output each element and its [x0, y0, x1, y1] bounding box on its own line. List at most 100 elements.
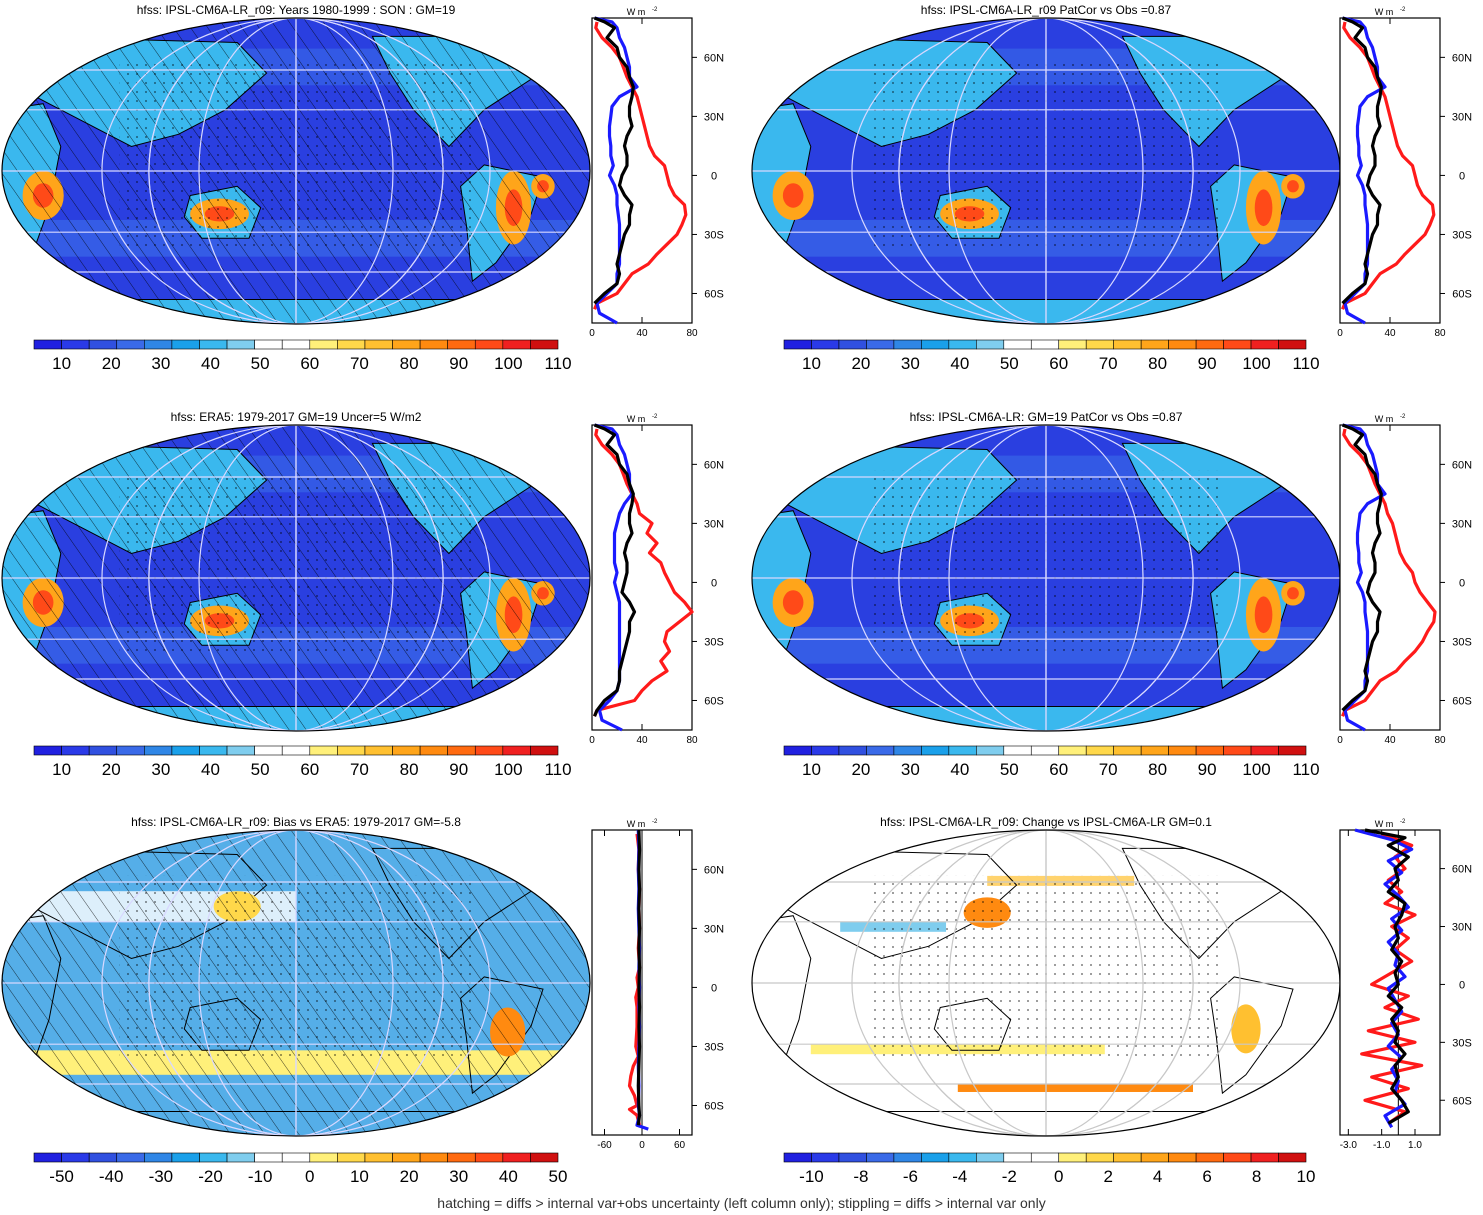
map-title: hfss: IPSL-CM6A-LR_r09: Years 1980-1999 … [137, 3, 456, 17]
colorbar-tick-label: 100 [1242, 760, 1270, 779]
colorbar-tick-label: 10 [350, 1167, 369, 1186]
colorbar-tick-label: -10 [799, 1167, 824, 1186]
profile-x-tick-label: 40 [1384, 328, 1396, 339]
profile-x-tick-label: 80 [686, 328, 698, 339]
colorbar-swatch [281, 745, 311, 756]
profile-y-tick-label: 30N [1452, 518, 1472, 530]
colorbar-tick-label: 90 [449, 354, 468, 373]
colorbar-tick-label: 0 [305, 1167, 314, 1186]
colorbar-swatch [1278, 339, 1307, 350]
colorbar-swatch [1168, 1152, 1197, 1163]
colorbar-swatch [309, 1152, 338, 1163]
panel-3: hfss: ERA5: 1979-2017 GM=19 Uncer=5 W/m2… [1, 410, 724, 779]
profile-line-black [1364, 828, 1410, 1125]
colorbar-tick-label: 10 [52, 760, 71, 779]
colorbar-tick-label: 40 [201, 760, 220, 779]
colorbar-tick-label: -10 [248, 1167, 273, 1186]
colorbar-tick-label: 70 [1099, 760, 1118, 779]
profile-y-tick-label: 60N [704, 864, 724, 876]
colorbar-swatch [811, 1152, 840, 1163]
colorbar-swatch [1113, 339, 1142, 350]
colorbar-tick-label: 50 [251, 760, 270, 779]
profile-unit-superscript: -2 [652, 819, 658, 825]
profile-unit-superscript: -2 [1400, 7, 1406, 13]
profile-frame [1339, 17, 1441, 324]
profile-x-tick-label: 0 [589, 328, 595, 339]
panel-5: hfss: IPSL-CM6A-LR_r09: Bias vs ERA5: 19… [1, 815, 724, 1186]
profile-x-tick-label: 80 [1434, 328, 1446, 339]
profile-unit: W m [1375, 414, 1394, 424]
profile-line-red [1341, 21, 1436, 310]
colorbar-swatch [309, 745, 338, 756]
colorbar-swatch [1250, 339, 1279, 350]
profile-unit: W m [627, 414, 646, 424]
colorbar-swatch [226, 1152, 255, 1163]
colorbar-swatch [33, 745, 62, 756]
profile-y-tick-label: 0 [711, 982, 717, 994]
profile-unit: W m [627, 819, 646, 829]
colorbar-swatch [866, 339, 895, 350]
profile-frame [1339, 829, 1441, 1136]
colorbar-tick-label: 70 [350, 354, 369, 373]
profile-line-red [593, 21, 688, 310]
profile-unit-superscript: -2 [652, 7, 658, 13]
map-title: hfss: IPSL-CM6A-LR: GM=19 PatCor vs Obs … [910, 410, 1183, 424]
colorbar-swatch [1250, 1152, 1279, 1163]
profile-line-red [593, 428, 694, 717]
colorbar-swatch [419, 339, 448, 350]
panel-6: hfss: IPSL-CM6A-LR_r09: Change vs IPSL-C… [751, 815, 1472, 1186]
profile-unit-superscript: -2 [1400, 819, 1406, 825]
map-field [752, 830, 1340, 1136]
profile-unit-superscript: -2 [1400, 414, 1406, 420]
colorbar-swatch [364, 745, 393, 756]
colorbar-swatch [893, 745, 922, 756]
colorbar-swatch [783, 1152, 812, 1163]
colorbar-tick-label: 8 [1252, 1167, 1261, 1186]
colorbar-swatch [419, 745, 448, 756]
colorbar-swatch [921, 339, 950, 350]
colorbar-swatch [948, 745, 977, 756]
colorbar-tick-label: 70 [1099, 354, 1118, 373]
panel-1: hfss: IPSL-CM6A-LR_r09: Years 1980-1999 … [1, 3, 724, 373]
colorbar-swatch [474, 745, 504, 756]
colorbar-swatch [838, 1152, 867, 1163]
colorbar-swatch [783, 339, 812, 350]
profile-y-tick-label: 30S [1452, 229, 1472, 241]
map-field [752, 18, 1340, 324]
colorbar-swatch [811, 339, 840, 350]
colorbar-swatch [893, 339, 922, 350]
colorbar-swatch [392, 339, 421, 350]
colorbar-tick-label: 30 [901, 760, 920, 779]
profile-y-tick-label: 0 [711, 577, 717, 589]
profile-y-tick-label: 30S [704, 229, 724, 241]
colorbar-swatch [1030, 745, 1060, 756]
profile-x-tick-label: -60 [597, 1140, 612, 1151]
colorbar-swatch [337, 1152, 366, 1163]
colorbar-swatch [1085, 339, 1114, 350]
colorbar-swatch [364, 339, 393, 350]
colorbar-tick-label: -4 [952, 1167, 967, 1186]
colorbar-tick-label: 60 [1049, 760, 1068, 779]
profile-y-tick-label: 0 [1459, 577, 1465, 589]
colorbar-swatch [1085, 1152, 1114, 1163]
colorbar-swatch [783, 745, 812, 756]
profile-y-tick-label: 30N [704, 111, 724, 123]
colorbar-swatch [811, 745, 840, 756]
colorbar-swatch [1003, 745, 1032, 756]
colorbar-swatch [976, 745, 1005, 756]
profile-y-tick-label: 60S [704, 288, 724, 300]
colorbar-swatch [254, 339, 283, 350]
colorbar-swatch [199, 745, 228, 756]
profile-frame [591, 424, 693, 731]
colorbar-tick-label: 80 [400, 760, 419, 779]
colorbar-swatch [116, 339, 145, 350]
profile-x-tick-label: 40 [636, 735, 648, 746]
colorbar-swatch [144, 745, 173, 756]
colorbar-swatch [502, 339, 531, 350]
colorbar-swatch [337, 339, 366, 350]
colorbar-tick-label: 90 [449, 760, 468, 779]
colorbar-swatch [1140, 1152, 1169, 1163]
colorbar-tick-label: 50 [1000, 760, 1019, 779]
colorbar-swatch [61, 1152, 90, 1163]
colorbar-swatch [1113, 745, 1142, 756]
